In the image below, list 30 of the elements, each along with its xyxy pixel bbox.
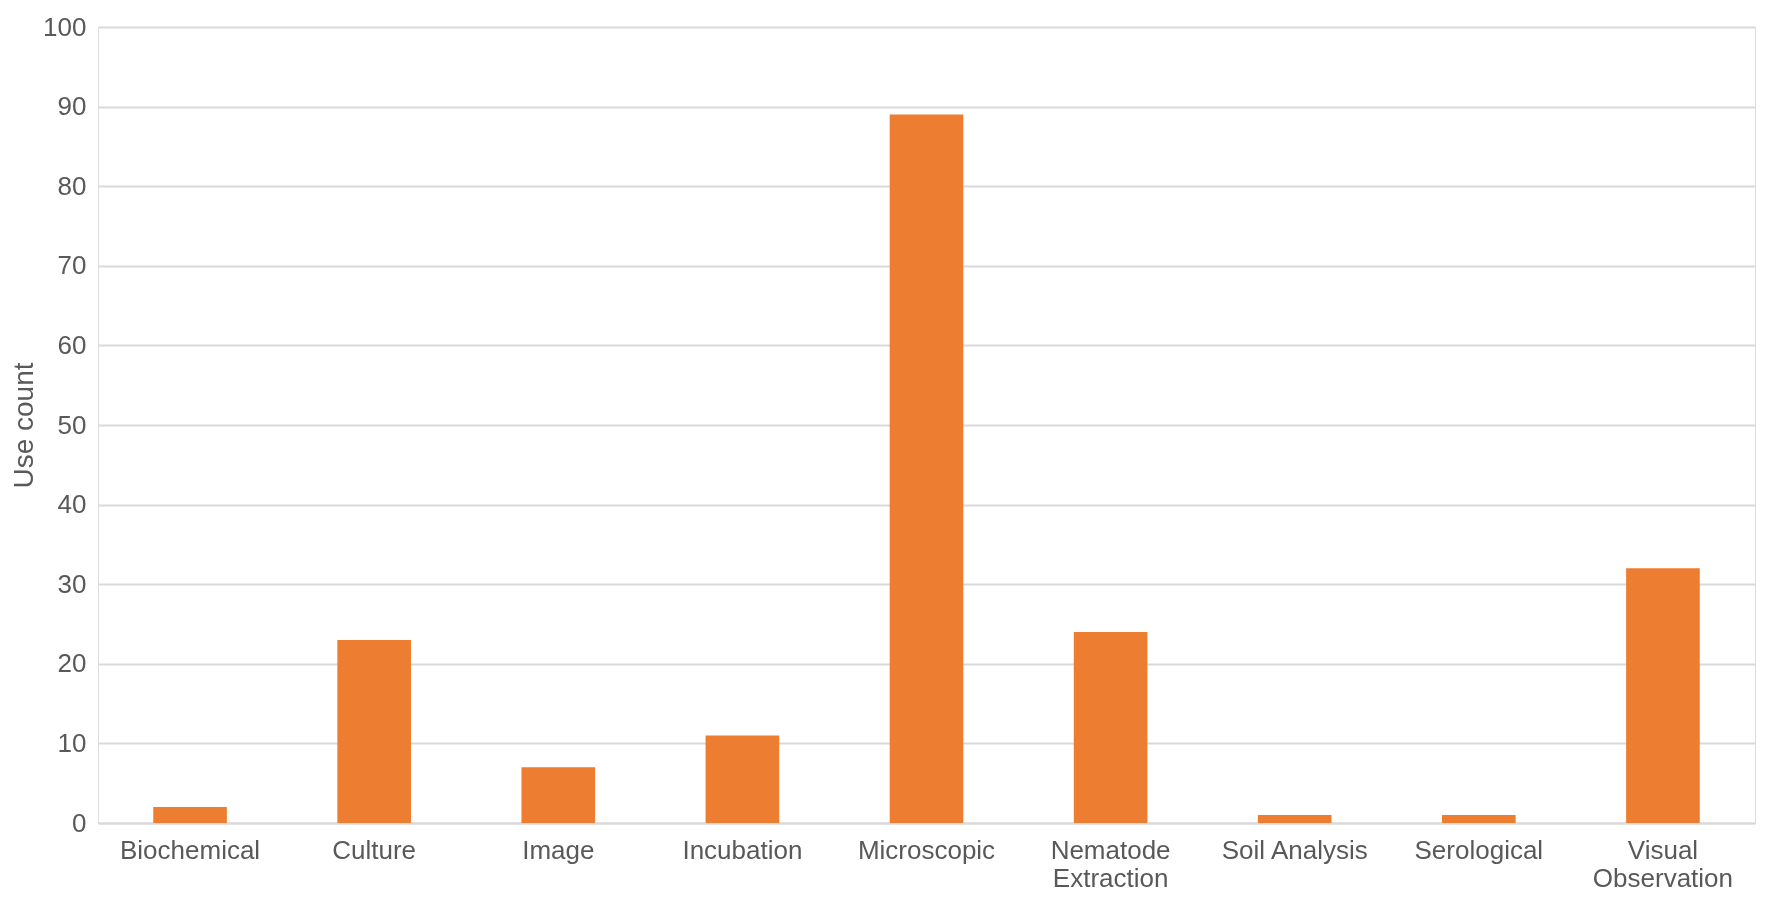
bar bbox=[1073, 631, 1148, 823]
y-tick-label: 70 bbox=[57, 250, 87, 281]
bar bbox=[1442, 815, 1516, 823]
y-tick-label: 0 bbox=[72, 807, 87, 838]
y-tick-label: 100 bbox=[43, 11, 87, 42]
y-axis-title: Use count bbox=[8, 362, 40, 489]
x-tick-label: Incubation bbox=[682, 834, 803, 865]
x-tick-label: Image bbox=[522, 834, 595, 865]
bar bbox=[705, 735, 780, 823]
bar bbox=[337, 639, 411, 823]
y-tick-label: 20 bbox=[57, 648, 87, 679]
bar bbox=[521, 767, 596, 823]
y-tick-label: 30 bbox=[57, 568, 87, 599]
y-tick-label: 10 bbox=[57, 727, 87, 758]
y-tick-label: 50 bbox=[57, 409, 87, 440]
bar bbox=[1626, 568, 1700, 823]
x-tick-label: Culture bbox=[332, 834, 417, 865]
y-tick-label: 90 bbox=[57, 91, 87, 122]
x-tick-label: Serological bbox=[1414, 834, 1544, 865]
y-tick-label: 40 bbox=[57, 489, 87, 520]
x-tick-label: Soil Analysis bbox=[1221, 834, 1368, 865]
bar bbox=[889, 114, 964, 823]
x-tick-label: Nematode Extraction bbox=[1050, 834, 1171, 893]
x-tick-label: Visual Observation bbox=[1592, 834, 1734, 893]
y-tick-label: 80 bbox=[57, 170, 87, 201]
bar bbox=[1257, 815, 1332, 823]
y-tick-label: 60 bbox=[57, 329, 87, 360]
x-tick-label: Biochemical bbox=[119, 834, 261, 865]
bar bbox=[153, 807, 227, 823]
x-tick-label: Microscopic bbox=[857, 834, 996, 865]
